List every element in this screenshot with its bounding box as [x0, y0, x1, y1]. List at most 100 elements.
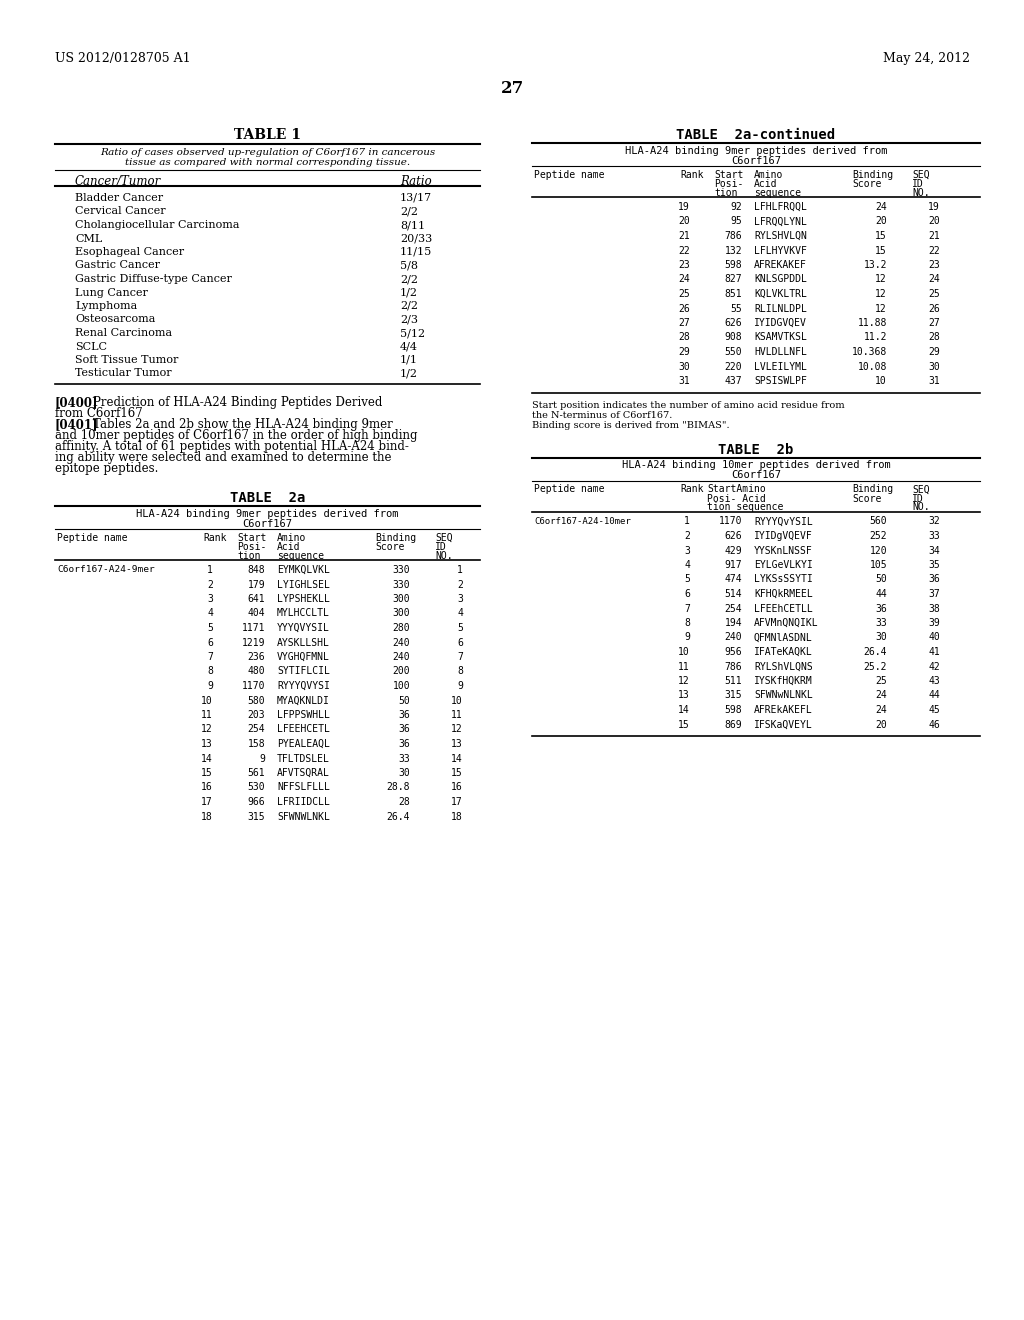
- Text: 33: 33: [876, 618, 887, 628]
- Text: 7: 7: [684, 603, 690, 614]
- Text: 16: 16: [452, 783, 463, 792]
- Text: 437: 437: [724, 376, 742, 385]
- Text: 22: 22: [678, 246, 690, 256]
- Text: Esophageal Cancer: Esophageal Cancer: [75, 247, 184, 257]
- Text: 2/3: 2/3: [400, 314, 418, 325]
- Text: 1/2: 1/2: [400, 288, 418, 297]
- Text: tion: tion: [237, 550, 260, 561]
- Text: Soft Tissue Tumor: Soft Tissue Tumor: [75, 355, 178, 366]
- Text: TFLTDSLEL: TFLTDSLEL: [278, 754, 330, 763]
- Text: 19: 19: [928, 202, 940, 213]
- Text: 36: 36: [398, 739, 410, 748]
- Text: 330: 330: [392, 565, 410, 576]
- Text: Gastric Diffuse-type Cancer: Gastric Diffuse-type Cancer: [75, 275, 231, 284]
- Text: NFFSLFLLL: NFFSLFLLL: [278, 783, 330, 792]
- Text: 1: 1: [457, 565, 463, 576]
- Text: 3: 3: [684, 545, 690, 556]
- Text: 29: 29: [678, 347, 690, 356]
- Text: 6: 6: [207, 638, 213, 648]
- Text: HLA-A24 binding 9mer peptides derived from: HLA-A24 binding 9mer peptides derived fr…: [625, 147, 887, 156]
- Text: 330: 330: [392, 579, 410, 590]
- Text: the N-terminus of C6orf167.: the N-terminus of C6orf167.: [532, 411, 673, 420]
- Text: 429: 429: [724, 545, 742, 556]
- Text: KFHQkRMEEL: KFHQkRMEEL: [754, 589, 813, 599]
- Text: 26.4: 26.4: [863, 647, 887, 657]
- Text: AFREKAKEF: AFREKAKEF: [754, 260, 807, 271]
- Text: and 10mer peptides of C6orf167 in the order of high binding: and 10mer peptides of C6orf167 in the or…: [55, 429, 418, 442]
- Text: IFSKaQVEYL: IFSKaQVEYL: [754, 719, 813, 730]
- Text: QFMNlASDNL: QFMNlASDNL: [754, 632, 813, 643]
- Text: 12: 12: [678, 676, 690, 686]
- Text: HVLDLLNFL: HVLDLLNFL: [754, 347, 807, 356]
- Text: ID: ID: [912, 494, 924, 503]
- Text: 280: 280: [392, 623, 410, 634]
- Text: 2/2: 2/2: [400, 275, 418, 284]
- Text: 474: 474: [724, 574, 742, 585]
- Text: 100: 100: [392, 681, 410, 690]
- Text: 530: 530: [248, 783, 265, 792]
- Text: SCLC: SCLC: [75, 342, 106, 351]
- Text: 9: 9: [684, 632, 690, 643]
- Text: 43: 43: [928, 676, 940, 686]
- Text: Binding score is derived from "BIMAS".: Binding score is derived from "BIMAS".: [532, 421, 730, 429]
- Text: EYLGeVLKYI: EYLGeVLKYI: [754, 560, 813, 570]
- Text: 16: 16: [202, 783, 213, 792]
- Text: 36: 36: [398, 710, 410, 719]
- Text: sequence: sequence: [754, 187, 801, 198]
- Text: Amino: Amino: [278, 533, 306, 543]
- Text: 36: 36: [876, 603, 887, 614]
- Text: LFEEHCETL: LFEEHCETL: [278, 725, 330, 734]
- Text: 32: 32: [928, 516, 940, 527]
- Text: 5/12: 5/12: [400, 327, 425, 338]
- Text: RYYYQVYSI: RYYYQVYSI: [278, 681, 330, 690]
- Text: 12: 12: [876, 275, 887, 285]
- Text: 10: 10: [678, 647, 690, 657]
- Text: C6orf167-A24-9mer: C6orf167-A24-9mer: [57, 565, 155, 574]
- Text: 20: 20: [678, 216, 690, 227]
- Text: 28: 28: [678, 333, 690, 342]
- Text: 17: 17: [202, 797, 213, 807]
- Text: 550: 550: [724, 347, 742, 356]
- Text: 2: 2: [457, 579, 463, 590]
- Text: 30: 30: [876, 632, 887, 643]
- Text: TABLE  2b: TABLE 2b: [718, 442, 794, 457]
- Text: LFHLFRQQL: LFHLFRQQL: [754, 202, 807, 213]
- Text: HLA-A24 binding 10mer peptides derived from: HLA-A24 binding 10mer peptides derived f…: [622, 461, 891, 470]
- Text: 3: 3: [207, 594, 213, 605]
- Text: 25: 25: [876, 676, 887, 686]
- Text: Binding: Binding: [852, 484, 893, 495]
- Text: 8: 8: [207, 667, 213, 676]
- Text: 598: 598: [724, 705, 742, 715]
- Text: EYMKQLVKL: EYMKQLVKL: [278, 565, 330, 576]
- Text: C6orf167-A24-10mer: C6orf167-A24-10mer: [534, 516, 631, 525]
- Text: 10.368: 10.368: [852, 347, 887, 356]
- Text: [0401]: [0401]: [55, 418, 98, 432]
- Text: 404: 404: [248, 609, 265, 619]
- Text: 7: 7: [207, 652, 213, 663]
- Text: Cervical Cancer: Cervical Cancer: [75, 206, 166, 216]
- Text: 480: 480: [248, 667, 265, 676]
- Text: 34: 34: [928, 545, 940, 556]
- Text: 254: 254: [248, 725, 265, 734]
- Text: 30: 30: [928, 362, 940, 371]
- Text: 560: 560: [869, 516, 887, 527]
- Text: 15: 15: [202, 768, 213, 777]
- Text: Prediction of HLA-A24 Binding Peptides Derived: Prediction of HLA-A24 Binding Peptides D…: [93, 396, 382, 409]
- Text: MYAQKNLDI: MYAQKNLDI: [278, 696, 330, 705]
- Text: 24: 24: [876, 705, 887, 715]
- Text: MYLHCCLTL: MYLHCCLTL: [278, 609, 330, 619]
- Text: 23: 23: [678, 260, 690, 271]
- Text: 24: 24: [876, 202, 887, 213]
- Text: 55: 55: [730, 304, 742, 314]
- Text: Tables 2a and 2b show the HLA-A24 binding 9mer: Tables 2a and 2b show the HLA-A24 bindin…: [93, 418, 393, 432]
- Text: 4: 4: [684, 560, 690, 570]
- Text: 27: 27: [928, 318, 940, 327]
- Text: 40: 40: [928, 632, 940, 643]
- Text: SEQ: SEQ: [912, 484, 930, 495]
- Text: epitope peptides.: epitope peptides.: [55, 462, 159, 475]
- Text: 956: 956: [724, 647, 742, 657]
- Text: 580: 580: [248, 696, 265, 705]
- Text: 240: 240: [724, 632, 742, 643]
- Text: tissue as compared with normal corresponding tissue.: tissue as compared with normal correspon…: [125, 158, 410, 168]
- Text: RYYYQvYSIL: RYYYQvYSIL: [754, 516, 813, 527]
